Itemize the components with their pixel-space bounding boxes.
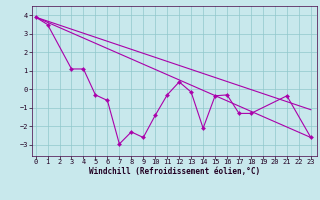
X-axis label: Windchill (Refroidissement éolien,°C): Windchill (Refroidissement éolien,°C) <box>89 167 260 176</box>
